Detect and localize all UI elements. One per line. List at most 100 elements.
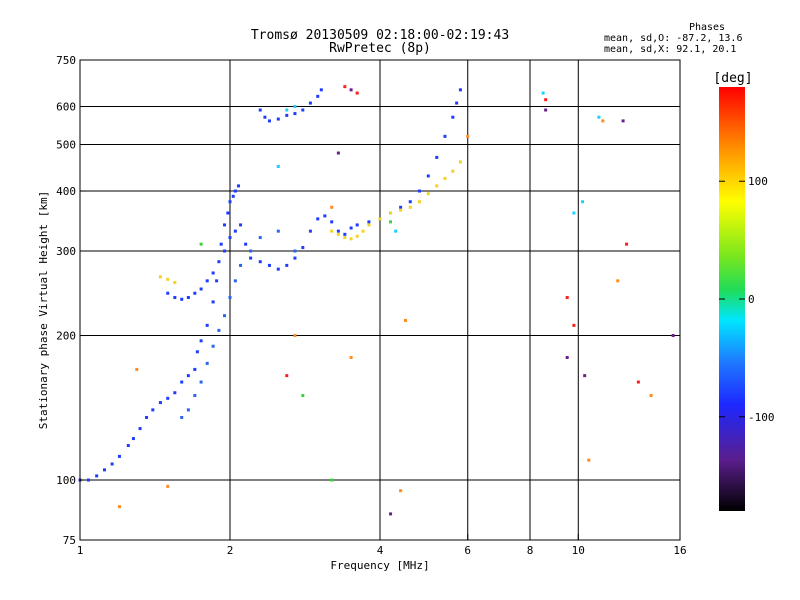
phase-stats-title: Phases (688, 22, 726, 33)
data-point (158, 401, 162, 405)
data-point (319, 88, 323, 92)
data-point (276, 164, 280, 168)
data-point (581, 200, 585, 204)
data-point (399, 205, 403, 209)
x-tick-label: 6 (464, 544, 471, 557)
data-point (173, 296, 177, 300)
y-tick-label: 750 (56, 54, 76, 67)
data-point (355, 234, 359, 238)
data-point (186, 374, 190, 378)
data-point (399, 489, 403, 493)
data-point (244, 242, 248, 246)
data-point (249, 249, 253, 253)
data-point (572, 323, 576, 327)
y-tick-label: 300 (56, 245, 76, 258)
data-point (285, 113, 289, 117)
y-axis-label: Stationary phase Virtual Height [km] (37, 191, 50, 429)
data-point (308, 229, 312, 233)
data-point (217, 260, 221, 264)
data-point (349, 237, 353, 241)
data-point (565, 296, 569, 300)
phase-statistics: Phases mean, sd,O: -87.2, 13.6 mean, sd,… (604, 22, 784, 55)
data-point (276, 267, 280, 271)
data-point (205, 361, 209, 365)
data-point (86, 478, 90, 482)
data-point (544, 108, 548, 112)
data-point (301, 246, 305, 250)
data-point (199, 287, 203, 291)
data-point (236, 184, 240, 188)
data-point (455, 101, 459, 105)
data-point (616, 279, 620, 283)
data-point (541, 91, 545, 95)
data-point (173, 280, 177, 284)
data-point (158, 275, 162, 279)
x-tick-label: 1 (77, 544, 84, 557)
x-tick-label: 4 (377, 544, 384, 557)
data-point (451, 169, 455, 173)
data-point (367, 223, 371, 227)
data-point (233, 229, 237, 233)
x-axis-label: Frequency [MHz] (330, 559, 429, 572)
data-point (389, 211, 393, 215)
data-point (349, 226, 353, 230)
data-point (293, 334, 297, 338)
data-point (267, 263, 271, 267)
data-point (228, 200, 232, 204)
data-point (223, 249, 227, 253)
data-point (95, 474, 99, 478)
grid-lines (80, 60, 680, 540)
data-point (458, 88, 462, 92)
data-point (193, 291, 197, 295)
data-point (249, 256, 253, 260)
data-point (355, 91, 359, 95)
data-point (193, 394, 197, 398)
data-point (195, 350, 199, 354)
data-point (233, 279, 237, 283)
data-point (451, 115, 455, 119)
data-point (443, 134, 447, 138)
data-point (330, 478, 334, 482)
data-point (180, 297, 184, 301)
data-point (408, 200, 412, 204)
data-point (293, 256, 297, 260)
data-point (239, 223, 243, 227)
data-point (308, 101, 312, 105)
data-point (166, 396, 170, 400)
data-point (285, 108, 289, 112)
data-point (217, 328, 221, 332)
y-tick-label: 75 (63, 534, 76, 547)
data-point (435, 184, 439, 188)
data-point (211, 300, 215, 304)
data-point (349, 88, 353, 92)
colorbar-tick-label: 0 (748, 293, 755, 306)
data-point (458, 160, 462, 164)
data-point (223, 314, 227, 318)
data-point (625, 242, 629, 246)
data-point (211, 344, 215, 348)
data-point (343, 232, 347, 236)
x-tick-label: 2 (227, 544, 234, 557)
data-point (399, 208, 403, 212)
data-point (378, 217, 382, 221)
data-point (293, 105, 297, 109)
x-tick-label: 10 (572, 544, 585, 557)
colorbar-tick-label: -100 (748, 411, 775, 424)
chart-title: Tromsø 20130509 02:18:00-02:19:43 (250, 28, 510, 43)
data-point (131, 437, 135, 441)
y-tick-label: 100 (56, 474, 76, 487)
data-point (180, 415, 184, 419)
data-point (336, 232, 340, 236)
data-point (228, 236, 232, 240)
data-point (565, 355, 569, 359)
data-point (117, 454, 121, 458)
data-point (572, 211, 576, 215)
data-point (394, 229, 398, 233)
data-point (349, 355, 353, 359)
data-point (199, 380, 203, 384)
data-point (330, 220, 334, 224)
data-point (145, 415, 149, 419)
data-point (173, 391, 177, 395)
phase-stats-x-mode: mean, sd,X: 92.1, 20.1 (604, 44, 737, 55)
